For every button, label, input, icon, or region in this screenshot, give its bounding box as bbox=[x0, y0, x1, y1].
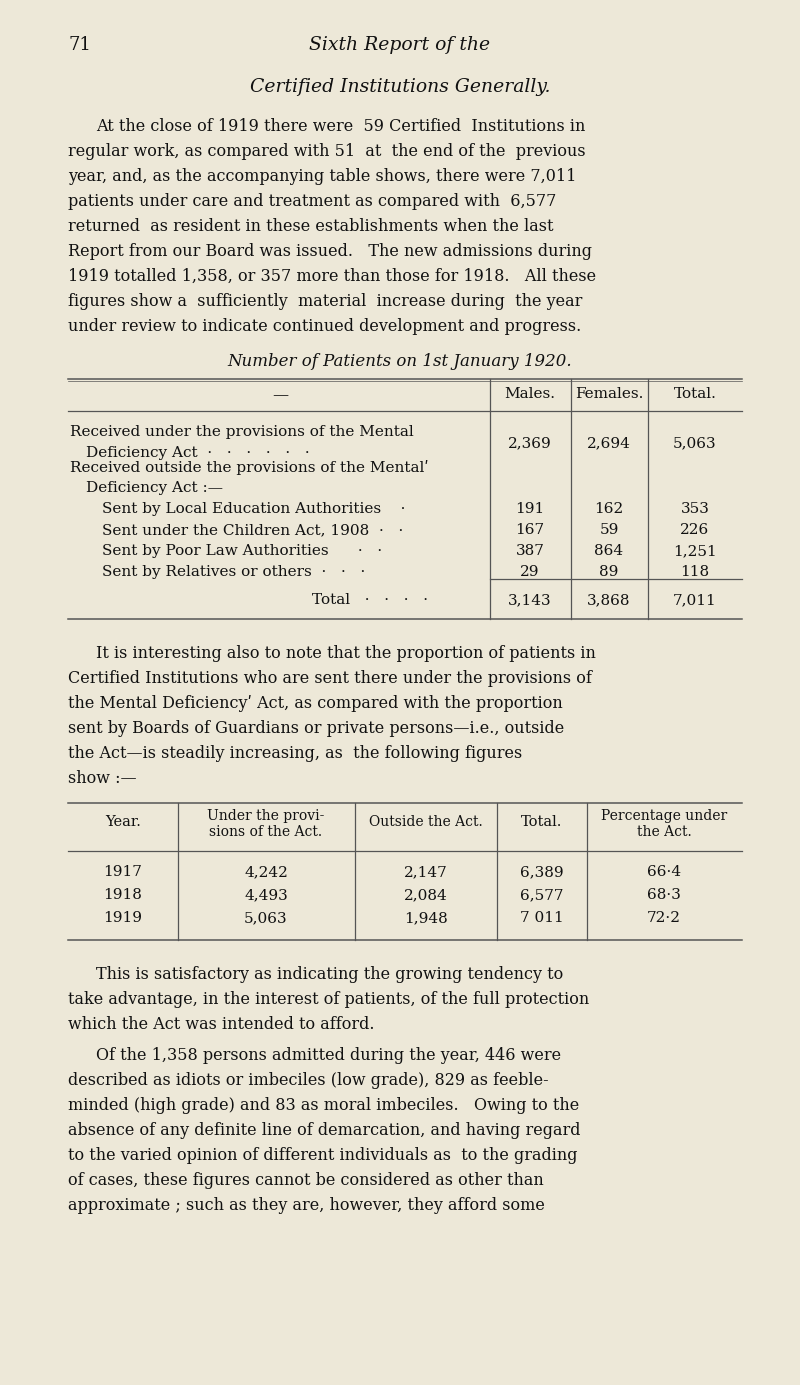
Text: year, and, as the accompanying table shows, there were 7,011: year, and, as the accompanying table sho… bbox=[68, 168, 576, 186]
Text: Total.: Total. bbox=[674, 386, 717, 402]
Text: Report from our Board was issued.   The new admissions during: Report from our Board was issued. The ne… bbox=[68, 242, 592, 260]
Text: Certified Institutions Generally.: Certified Institutions Generally. bbox=[250, 78, 550, 96]
Text: —: — bbox=[272, 386, 288, 404]
Text: 1919: 1919 bbox=[103, 911, 142, 925]
Text: 864: 864 bbox=[594, 544, 623, 558]
Text: of cases, these figures cannot be considered as other than: of cases, these figures cannot be consid… bbox=[68, 1172, 544, 1188]
Text: Received outside the provisions of the Mentalʹ: Received outside the provisions of the M… bbox=[70, 460, 429, 475]
Text: the Mental Deficiencyʹ Act, as compared with the proportion: the Mental Deficiencyʹ Act, as compared … bbox=[68, 695, 562, 712]
Text: 7 011: 7 011 bbox=[520, 911, 564, 925]
Text: the Act—is steadily increasing, as  the following figures: the Act—is steadily increasing, as the f… bbox=[68, 745, 522, 762]
Text: Certified Institutions who are sent there under the provisions of: Certified Institutions who are sent ther… bbox=[68, 670, 592, 687]
Text: Sent by Local Education Authorities    ·: Sent by Local Education Authorities · bbox=[102, 501, 406, 517]
Text: This is satisfactory as indicating the growing tendency to: This is satisfactory as indicating the g… bbox=[96, 965, 563, 983]
Text: Total   ·   ·   ·   ·: Total · · · · bbox=[312, 593, 428, 607]
Text: to the varied opinion of different individuals as  to the grading: to the varied opinion of different indiv… bbox=[68, 1147, 578, 1163]
Text: 191: 191 bbox=[515, 501, 545, 517]
Text: 5,063: 5,063 bbox=[244, 911, 288, 925]
Text: 3,143: 3,143 bbox=[508, 593, 552, 607]
Text: Sent by Poor Law Authorities      ·   ·: Sent by Poor Law Authorities · · bbox=[102, 544, 382, 558]
Text: Deficiency Act :—: Deficiency Act :— bbox=[86, 481, 223, 494]
Text: 5,063: 5,063 bbox=[673, 436, 717, 450]
Text: figures show a  sufficiently  material  increase during  the year: figures show a sufficiently material inc… bbox=[68, 294, 582, 310]
Text: sent by Boards of Guardians or private persons—i.e., outside: sent by Boards of Guardians or private p… bbox=[68, 720, 564, 737]
Text: Percentage under: Percentage under bbox=[601, 809, 727, 823]
Text: minded (high grade) and 83 as moral imbeciles.   Owing to the: minded (high grade) and 83 as moral imbe… bbox=[68, 1097, 579, 1114]
Text: 2,147: 2,147 bbox=[404, 866, 448, 879]
Text: Deficiency Act  ·   ·   ·   ·   ·   ·: Deficiency Act · · · · · · bbox=[86, 446, 310, 460]
Text: 4,242: 4,242 bbox=[244, 866, 288, 879]
Text: At the close of 1919 there were  59 Certified  Institutions in: At the close of 1919 there were 59 Certi… bbox=[96, 118, 586, 134]
Text: 68·3: 68·3 bbox=[647, 888, 681, 902]
Text: approximate ; such as they are, however, they afford some: approximate ; such as they are, however,… bbox=[68, 1197, 545, 1215]
Text: 1,251: 1,251 bbox=[673, 544, 717, 558]
Text: 6,577: 6,577 bbox=[520, 888, 564, 902]
Text: Total.: Total. bbox=[522, 814, 562, 830]
Text: returned  as resident in these establishments when the last: returned as resident in these establishm… bbox=[68, 217, 554, 235]
Text: show :—: show :— bbox=[68, 770, 137, 787]
Text: 1,948: 1,948 bbox=[404, 911, 448, 925]
Text: 387: 387 bbox=[515, 544, 545, 558]
Text: Of the 1,358 persons admitted during the year, 446 were: Of the 1,358 persons admitted during the… bbox=[96, 1047, 561, 1064]
Text: Females.: Females. bbox=[575, 386, 643, 402]
Text: 226: 226 bbox=[680, 524, 710, 537]
Text: Sent under the Children Act, 1908  ·   ·: Sent under the Children Act, 1908 · · bbox=[102, 524, 403, 537]
Text: 7,011: 7,011 bbox=[673, 593, 717, 607]
Text: absence of any definite line of demarcation, and having regard: absence of any definite line of demarcat… bbox=[68, 1122, 581, 1138]
Text: 59: 59 bbox=[599, 524, 618, 537]
Text: Sixth Report of the: Sixth Report of the bbox=[310, 36, 490, 54]
Text: 353: 353 bbox=[681, 501, 710, 517]
Text: 66·4: 66·4 bbox=[647, 866, 681, 879]
Text: 1918: 1918 bbox=[103, 888, 142, 902]
Text: patients under care and treatment as compared with  6,577: patients under care and treatment as com… bbox=[68, 193, 556, 211]
Text: 89: 89 bbox=[599, 565, 618, 579]
Text: 72·2: 72·2 bbox=[647, 911, 681, 925]
Text: Under the provi-: Under the provi- bbox=[207, 809, 325, 823]
Text: 6,389: 6,389 bbox=[520, 866, 564, 879]
Text: 3,868: 3,868 bbox=[587, 593, 630, 607]
Text: Sent by Relatives or others  ·   ·   ·: Sent by Relatives or others · · · bbox=[102, 565, 366, 579]
Text: regular work, as compared with 51  at  the end of the  previous: regular work, as compared with 51 at the… bbox=[68, 143, 586, 161]
Text: described as idiots or imbeciles (low grade), 829 as feeble-: described as idiots or imbeciles (low gr… bbox=[68, 1072, 549, 1089]
Text: 2,694: 2,694 bbox=[587, 436, 631, 450]
Text: 1919 totalled 1,358, or 357 more than those for 1918.   All these: 1919 totalled 1,358, or 357 more than th… bbox=[68, 269, 596, 285]
Text: Received under the provisions of the Mental: Received under the provisions of the Men… bbox=[70, 425, 414, 439]
Text: Outside the Act.: Outside the Act. bbox=[369, 814, 483, 830]
Text: 4,493: 4,493 bbox=[244, 888, 288, 902]
Text: Year.: Year. bbox=[105, 814, 141, 830]
Text: 2,084: 2,084 bbox=[404, 888, 448, 902]
Text: Males.: Males. bbox=[505, 386, 555, 402]
Text: 2,369: 2,369 bbox=[508, 436, 552, 450]
Text: which the Act was intended to afford.: which the Act was intended to afford. bbox=[68, 1017, 374, 1033]
Text: 1917: 1917 bbox=[103, 866, 142, 879]
Text: sions of the Act.: sions of the Act. bbox=[210, 825, 322, 839]
Text: 118: 118 bbox=[681, 565, 710, 579]
Text: It is interesting also to note that the proportion of patients in: It is interesting also to note that the … bbox=[96, 645, 596, 662]
Text: under review to indicate continued development and progress.: under review to indicate continued devel… bbox=[68, 319, 582, 335]
Text: 29: 29 bbox=[520, 565, 540, 579]
Text: 162: 162 bbox=[594, 501, 624, 517]
Text: 167: 167 bbox=[515, 524, 545, 537]
Text: 71: 71 bbox=[68, 36, 91, 54]
Text: Number of Patients on 1st January 1920.: Number of Patients on 1st January 1920. bbox=[228, 353, 572, 370]
Text: the Act.: the Act. bbox=[637, 825, 691, 839]
Text: take advantage, in the interest of patients, of the full protection: take advantage, in the interest of patie… bbox=[68, 992, 590, 1008]
